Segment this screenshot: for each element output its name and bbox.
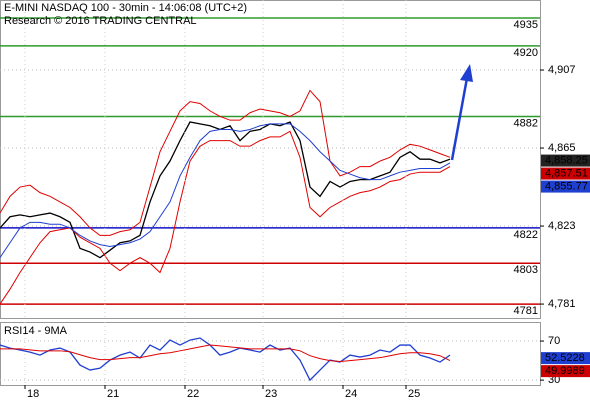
series-line xyxy=(0,121,451,259)
forecast-arrow xyxy=(450,77,469,161)
series-line xyxy=(0,123,451,258)
x-tick-label: 18 xyxy=(27,388,39,400)
series-line xyxy=(0,89,451,236)
chart-subtitle: Research © 2016 TRADING CENTRAL xyxy=(4,15,197,27)
rsi-panel-frame xyxy=(0,322,541,386)
x-tick-label: 22 xyxy=(187,388,199,400)
value-marker xyxy=(541,365,590,378)
series-line xyxy=(0,130,451,305)
chart-title: E-MINI NASDAQ 100 - 30min - 14:06:08 (UT… xyxy=(4,2,247,14)
x-tick-label: 21 xyxy=(107,388,119,400)
y-tick-label: 4,781 xyxy=(548,298,576,310)
value-marker xyxy=(541,154,590,167)
y-tick-label: 4,865 xyxy=(548,142,576,154)
value-marker-label: 4,857.51 xyxy=(545,167,588,179)
y-tick-label: 4,907 xyxy=(548,64,576,76)
value-marker-label: 49.9989 xyxy=(545,365,585,377)
x-tick-label: 24 xyxy=(345,388,357,400)
main-panel-frame xyxy=(0,0,541,319)
level-label: 4822 xyxy=(514,229,538,241)
level-label: 4882 xyxy=(514,117,538,129)
value-marker-label: 4,855.77 xyxy=(545,180,588,192)
value-marker xyxy=(541,167,590,180)
forecast-arrow-head xyxy=(460,64,473,82)
series-line xyxy=(0,337,451,382)
rsi-title: RSI14 - 9MA xyxy=(4,325,68,337)
value-marker xyxy=(541,352,590,365)
y-tick-label: 70 xyxy=(548,335,560,347)
series-line xyxy=(0,344,451,363)
value-marker-label: 52.5228 xyxy=(545,352,585,364)
x-tick-label: 25 xyxy=(408,388,420,400)
level-label: 4781 xyxy=(514,305,538,317)
value-marker xyxy=(541,180,590,193)
level-label: 4803 xyxy=(514,264,538,276)
value-marker-label: 4,858.25 xyxy=(545,154,588,166)
level-label: 4920 xyxy=(514,47,538,59)
level-label: 4935 xyxy=(514,19,538,31)
y-tick-label: 4,823 xyxy=(548,220,576,232)
x-tick-label: 23 xyxy=(265,388,277,400)
